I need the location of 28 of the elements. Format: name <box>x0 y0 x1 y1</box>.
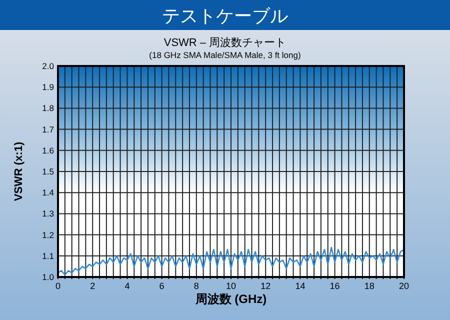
y-tick-label: 2.0 <box>42 61 54 71</box>
text: (18 GHz SMA Male/SMA Male, 3 ft long) <box>149 50 301 60</box>
y-tick-label: 1.0 <box>42 272 54 282</box>
line-series <box>57 246 405 276</box>
x-axis-title: 周波数 (GHz) <box>194 292 267 306</box>
y-axis-title: VSWR (x:1) <box>13 142 25 202</box>
x-tick-label: 20 <box>398 281 410 291</box>
y-tick-label: 1.6 <box>42 145 54 156</box>
x-tick-label: 4 <box>124 281 130 291</box>
x-tick-label: 8 <box>194 281 199 291</box>
x-tick-label: 18 <box>364 281 374 291</box>
chart-subtitle: VSWR – 周波数チャート <box>164 36 286 49</box>
y-tick-label: 1.7 <box>42 124 54 134</box>
x-tick-label: 14 <box>295 281 306 291</box>
x-tick-label: 0 <box>55 281 61 291</box>
y-tick-label: 1.3 <box>42 208 54 219</box>
x-tick-label: 12 <box>260 281 271 291</box>
x-tick-label: 2 <box>90 281 96 291</box>
y-tick-label: 1.8 <box>42 103 54 114</box>
chart-title: テストケーブル <box>162 6 288 26</box>
y-tick-label: 1.2 <box>42 230 54 240</box>
x-tick-label: 10 <box>226 281 236 291</box>
y-tick-label: 1.1 <box>42 250 54 261</box>
x-tick-label: 16 <box>330 281 340 291</box>
y-tick-label: 1.4 <box>42 188 54 198</box>
x-tick-label: 6 <box>159 281 164 291</box>
y-tick-label: 1.5 <box>42 166 54 176</box>
y-tick-label: 1.9 <box>42 82 54 92</box>
